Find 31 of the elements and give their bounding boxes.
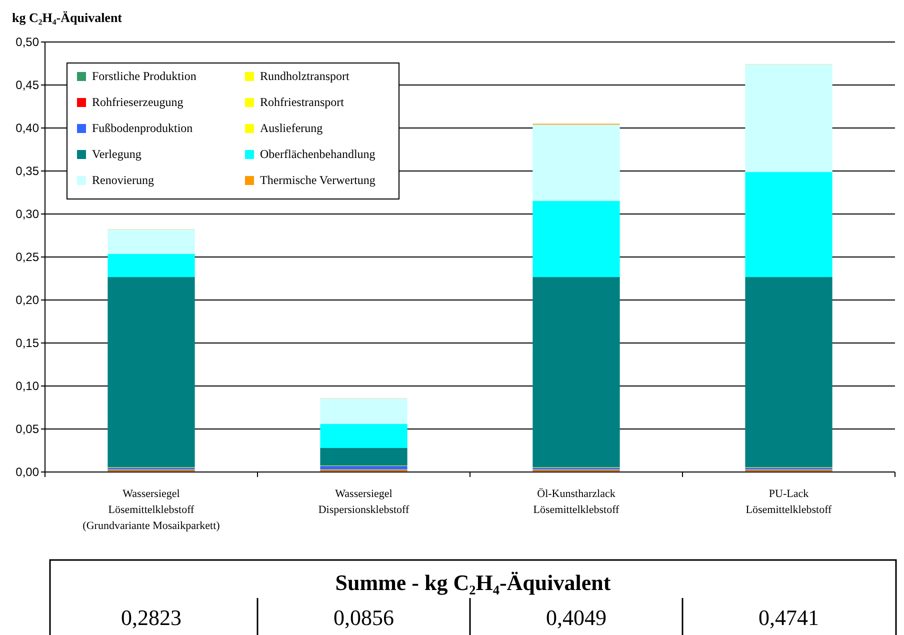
y-axis-title: kg C₂H₄-Äquivalent bbox=[12, 10, 123, 25]
legend-label: Forstliche Produktion bbox=[92, 69, 196, 84]
text: Summe - kg C₂H₄-Äquivalent bbox=[335, 570, 612, 595]
y-tick-label: 0,15 bbox=[16, 336, 40, 350]
y-tick-label: 0,50 bbox=[16, 35, 40, 50]
legend-label: Thermische Verwertung bbox=[260, 173, 376, 188]
y-tick-label: 0,40 bbox=[16, 121, 40, 136]
x-tick-label: Wassersiegel Dispersionsklebstoff bbox=[318, 488, 410, 516]
y-tick-label: 0,00 bbox=[16, 465, 40, 480]
x-tick-label: Öl-Kunstharzlack Lösemittelklebstoff bbox=[533, 488, 620, 516]
legend-label: Oberflächenbehandlung bbox=[260, 147, 376, 162]
y-tick-label: 0,25 bbox=[16, 250, 40, 264]
legend-label: Rundholztransport bbox=[260, 69, 350, 84]
y-tick-label: 0,35 bbox=[16, 164, 40, 178]
y-tick-label: 0,10 bbox=[16, 379, 40, 394]
y-tick-label: 0,05 bbox=[16, 422, 40, 436]
legend-label: Verlegung bbox=[92, 147, 142, 162]
x-tick-label: Wassersiegel Lösemittelklebstoff (Grundvariante Mosaikparkett) bbox=[82, 488, 220, 532]
legend-label: Rohfrieserzeugung bbox=[92, 95, 184, 110]
legend-label: Rohfriestransport bbox=[260, 95, 345, 110]
text: 0,4741 bbox=[758, 605, 819, 630]
legend-label: Renovierung bbox=[92, 173, 154, 188]
legend-label: Fußbodenproduktion bbox=[92, 121, 193, 136]
text: 0,2823 bbox=[121, 605, 182, 630]
legend-label: Auslieferung bbox=[260, 121, 323, 136]
text: 0,4049 bbox=[546, 605, 606, 630]
y-tick-label: 0,45 bbox=[16, 78, 40, 92]
text: 0,0856 bbox=[334, 605, 394, 630]
y-tick-label: 0,20 bbox=[16, 293, 40, 308]
x-tick-label: PU-Lack Lösemittelklebstoff bbox=[746, 488, 832, 516]
y-tick-label: 0,30 bbox=[16, 207, 40, 222]
